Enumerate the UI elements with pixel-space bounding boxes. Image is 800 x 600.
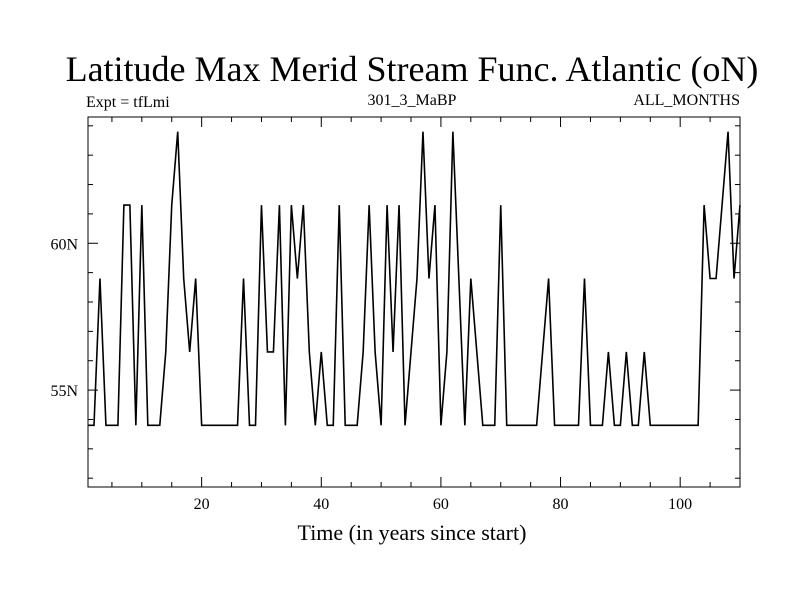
x-tick-label: 40 bbox=[313, 496, 329, 513]
x-tick-label: 60 bbox=[433, 496, 449, 513]
axis-ticks bbox=[88, 117, 740, 487]
chart-title: Latitude Max Merid Stream Func. Atlantic… bbox=[66, 49, 759, 89]
experiment-label: Expt = tfLmi bbox=[86, 94, 170, 111]
run-label: 301_3_MaBP bbox=[368, 92, 457, 109]
x-axis-label: Time (in years since start) bbox=[298, 520, 527, 545]
x-tick-label: 20 bbox=[194, 496, 210, 513]
x-tick-label: 100 bbox=[668, 496, 692, 513]
x-tick-label: 80 bbox=[553, 496, 569, 513]
y-tick-label: 55N bbox=[50, 383, 78, 400]
y-tick-label: 60N bbox=[50, 236, 78, 253]
series-line bbox=[88, 131, 741, 427]
axis-tick-labels: 20 40 60 80 100 55N 60N bbox=[50, 236, 692, 513]
months-label: ALL_MONTHS bbox=[633, 92, 740, 109]
plot-frame bbox=[87, 116, 741, 488]
